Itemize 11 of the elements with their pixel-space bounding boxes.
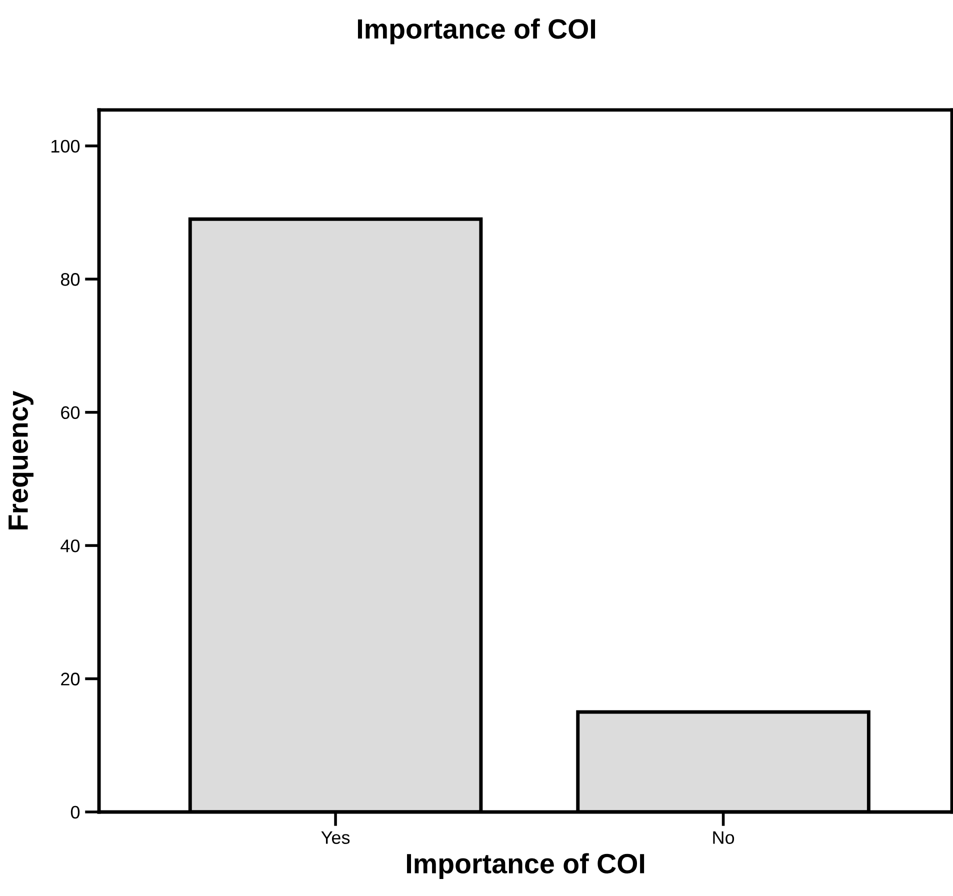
y-tick-label: 40 bbox=[60, 539, 80, 552]
y-tick-label: 0 bbox=[70, 806, 80, 819]
x-tick-label: Yes bbox=[321, 831, 350, 844]
y-tick-label: 100 bbox=[52, 140, 80, 153]
chart-title: Importance of COI bbox=[358, 18, 596, 44]
y-tick-label: 20 bbox=[61, 672, 80, 686]
x-tick-label: No bbox=[713, 831, 734, 844]
y-axis-title: Frequency bbox=[8, 390, 34, 530]
x-axis-title: Importance of COI bbox=[407, 853, 644, 879]
y-tick-label: 60 bbox=[61, 406, 80, 420]
y-tick-label: 80 bbox=[60, 273, 80, 286]
